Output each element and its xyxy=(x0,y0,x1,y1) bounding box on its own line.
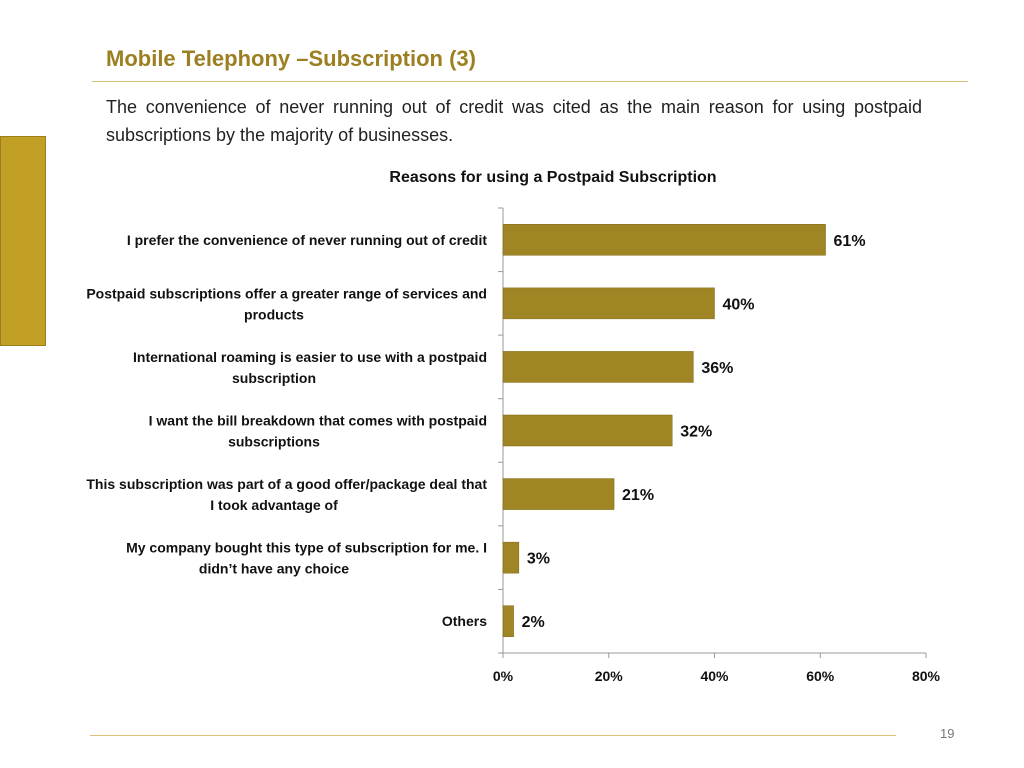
data-label: 36% xyxy=(701,360,733,377)
x-tick-label: 40% xyxy=(700,668,729,684)
category-label: International roaming is easier to use w… xyxy=(133,349,487,386)
title-divider xyxy=(92,81,968,82)
category-label-line: subscription xyxy=(232,370,316,386)
category-label-line: products xyxy=(244,306,304,322)
category-label: Others xyxy=(442,613,487,629)
data-label: 21% xyxy=(622,487,654,504)
bar xyxy=(502,541,520,574)
footer-divider xyxy=(90,735,896,736)
x-tick-label: 20% xyxy=(595,668,624,684)
category-label-line: International roaming is easier to use w… xyxy=(133,349,487,365)
bar xyxy=(502,414,673,447)
bar xyxy=(502,287,715,320)
data-label: 3% xyxy=(527,551,550,568)
bar xyxy=(502,605,514,637)
data-label: 32% xyxy=(680,424,712,441)
chart-title: Reasons for using a Postpaid Subscriptio… xyxy=(389,169,717,186)
category-label: I prefer the convenience of never runnin… xyxy=(127,232,488,248)
side-accent-block xyxy=(0,136,46,346)
page-number: 19 xyxy=(940,726,955,741)
bar xyxy=(502,224,826,256)
x-tick-label: 80% xyxy=(912,668,941,684)
data-label: 40% xyxy=(723,296,755,313)
data-label: 2% xyxy=(522,614,545,631)
data-label: 61% xyxy=(834,233,866,250)
category-label: I want the bill breakdown that comes wit… xyxy=(149,413,487,450)
bar xyxy=(502,478,615,510)
category-label-line: My company bought this type of subscript… xyxy=(126,540,487,556)
x-tick-label: 60% xyxy=(806,668,835,684)
category-label: This subscription was part of a good off… xyxy=(86,476,487,513)
bar-chart: 0% 20% 40% 60% 80% 61% I prefer the convenienc… xyxy=(86,207,941,684)
category-label-line: didn’t have any choice xyxy=(199,561,349,577)
slide-title: Mobile Telephony –Subscription (3) xyxy=(106,46,476,71)
category-label-line: I want the bill breakdown that comes wit… xyxy=(149,413,487,429)
category-label-line: This subscription was part of a good off… xyxy=(86,476,487,492)
bar xyxy=(502,351,694,383)
category-label-line: I took advantage of xyxy=(210,497,338,513)
category-label-line: subscriptions xyxy=(228,434,320,450)
category-label-line: Postpaid subscriptions offer a greater r… xyxy=(86,285,487,301)
slide-subtitle: The convenience of never running out of … xyxy=(106,97,922,145)
category-label: Postpaid subscriptions offer a greater r… xyxy=(86,285,487,322)
x-tick-label: 0% xyxy=(493,668,514,684)
category-label: My company bought this type of subscript… xyxy=(126,540,487,577)
